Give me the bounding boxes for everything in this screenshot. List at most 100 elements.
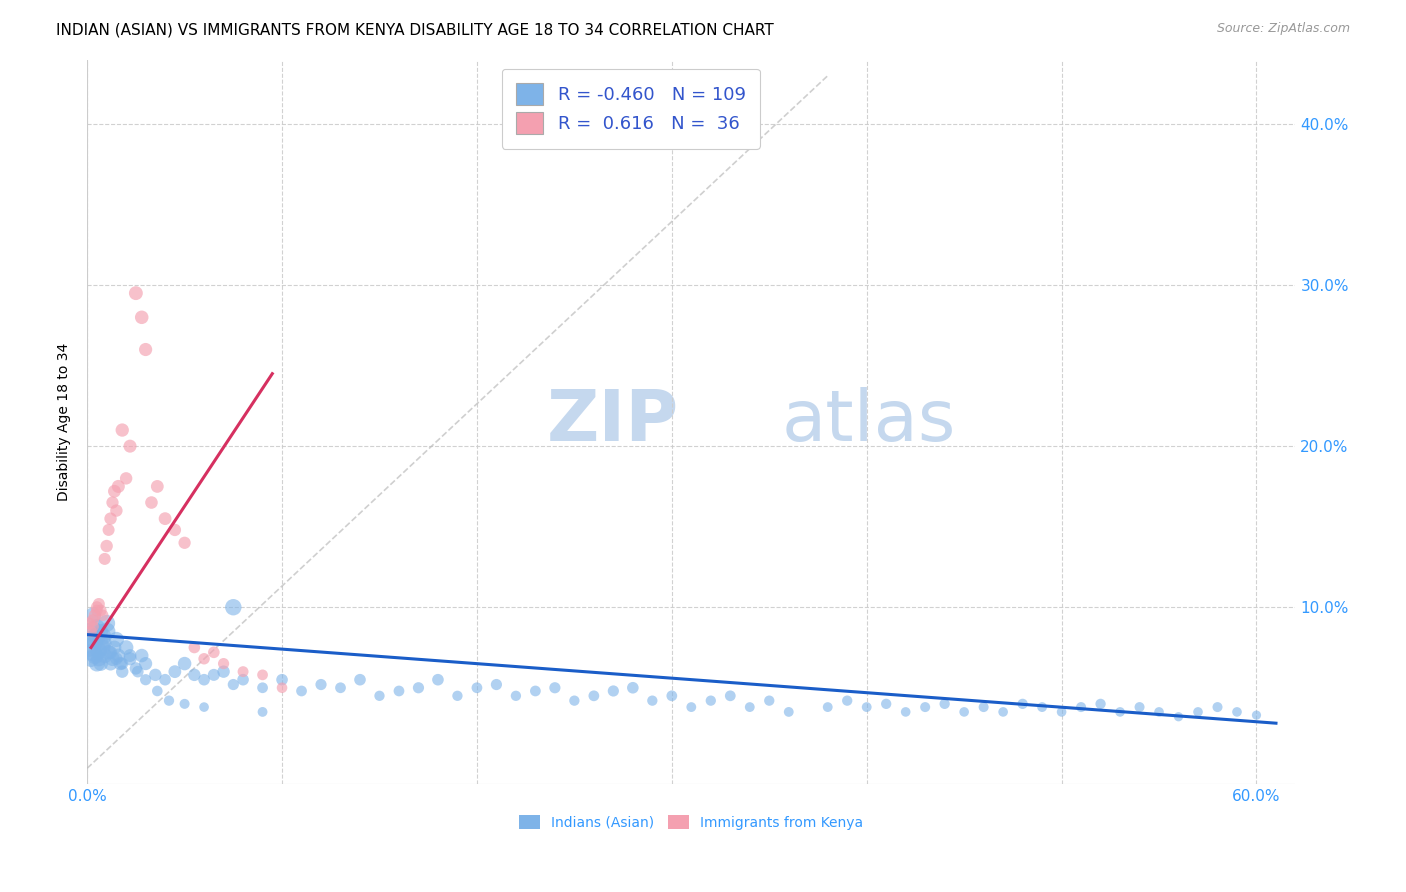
Point bbox=[86, 600, 108, 615]
Point bbox=[111, 423, 134, 437]
Point bbox=[131, 648, 153, 663]
Point bbox=[90, 624, 112, 639]
Point bbox=[84, 648, 107, 663]
Point bbox=[1147, 705, 1170, 719]
Point bbox=[100, 511, 122, 525]
Point bbox=[91, 608, 114, 623]
Point bbox=[212, 665, 235, 679]
Point bbox=[991, 705, 1014, 719]
Point bbox=[87, 597, 110, 611]
Point bbox=[183, 668, 205, 682]
Point bbox=[193, 673, 215, 687]
Point bbox=[290, 684, 312, 698]
Point bbox=[1128, 700, 1150, 714]
Point bbox=[105, 652, 128, 666]
Point bbox=[271, 673, 294, 687]
Point bbox=[252, 705, 274, 719]
Text: atlas: atlas bbox=[782, 387, 956, 457]
Point bbox=[153, 511, 176, 525]
Point bbox=[127, 665, 149, 679]
Point bbox=[153, 673, 176, 687]
Point bbox=[183, 640, 205, 655]
Point bbox=[309, 677, 332, 691]
Point bbox=[1226, 705, 1249, 719]
Point bbox=[87, 643, 110, 657]
Point bbox=[80, 632, 103, 647]
Point bbox=[193, 700, 215, 714]
Point bbox=[80, 652, 103, 666]
Point bbox=[90, 657, 112, 671]
Point bbox=[222, 677, 245, 691]
Point bbox=[426, 673, 449, 687]
Point bbox=[661, 689, 683, 703]
Point bbox=[93, 552, 115, 566]
Point bbox=[96, 624, 118, 639]
Point bbox=[738, 700, 761, 714]
Point bbox=[778, 705, 800, 719]
Point bbox=[408, 681, 430, 695]
Point bbox=[80, 624, 103, 639]
Point bbox=[232, 665, 254, 679]
Point bbox=[93, 635, 115, 649]
Point bbox=[107, 479, 129, 493]
Point bbox=[1246, 708, 1268, 723]
Point bbox=[118, 652, 141, 666]
Point bbox=[118, 648, 141, 663]
Point bbox=[135, 657, 157, 671]
Point bbox=[1070, 700, 1092, 714]
Point bbox=[101, 652, 124, 666]
Point bbox=[82, 624, 104, 639]
Point bbox=[485, 677, 508, 691]
Point bbox=[157, 693, 180, 707]
Point bbox=[465, 681, 488, 695]
Point bbox=[1206, 700, 1229, 714]
Point bbox=[100, 645, 122, 659]
Point bbox=[524, 684, 547, 698]
Point bbox=[894, 705, 917, 719]
Point bbox=[173, 657, 195, 671]
Point bbox=[271, 681, 294, 695]
Point bbox=[837, 693, 859, 707]
Point bbox=[202, 645, 225, 659]
Point bbox=[82, 619, 104, 633]
Point bbox=[131, 310, 153, 325]
Y-axis label: Disability Age 18 to 34: Disability Age 18 to 34 bbox=[58, 343, 72, 501]
Point bbox=[163, 665, 186, 679]
Point bbox=[329, 681, 352, 695]
Point bbox=[232, 673, 254, 687]
Point bbox=[544, 681, 567, 695]
Point bbox=[125, 286, 148, 301]
Point bbox=[368, 689, 391, 703]
Point bbox=[193, 652, 215, 666]
Point bbox=[77, 616, 100, 631]
Point bbox=[111, 665, 134, 679]
Point bbox=[1090, 697, 1112, 711]
Text: ZIP: ZIP bbox=[547, 387, 679, 457]
Point bbox=[1109, 705, 1132, 719]
Point bbox=[103, 640, 125, 655]
Point bbox=[1187, 705, 1209, 719]
Point bbox=[1050, 705, 1073, 719]
Point bbox=[758, 693, 780, 707]
Point bbox=[388, 684, 411, 698]
Point bbox=[875, 697, 897, 711]
Point bbox=[96, 539, 118, 553]
Point bbox=[86, 603, 108, 617]
Point bbox=[146, 479, 169, 493]
Point bbox=[934, 697, 956, 711]
Point bbox=[82, 645, 104, 659]
Point bbox=[105, 632, 128, 647]
Point bbox=[91, 629, 114, 643]
Point bbox=[97, 645, 120, 659]
Point bbox=[115, 640, 138, 655]
Point bbox=[86, 629, 108, 643]
Point bbox=[86, 619, 108, 633]
Point bbox=[222, 600, 245, 615]
Point bbox=[84, 635, 107, 649]
Point bbox=[135, 673, 157, 687]
Point bbox=[90, 635, 112, 649]
Point bbox=[93, 648, 115, 663]
Point bbox=[141, 495, 163, 509]
Point bbox=[82, 608, 104, 623]
Point bbox=[82, 613, 104, 627]
